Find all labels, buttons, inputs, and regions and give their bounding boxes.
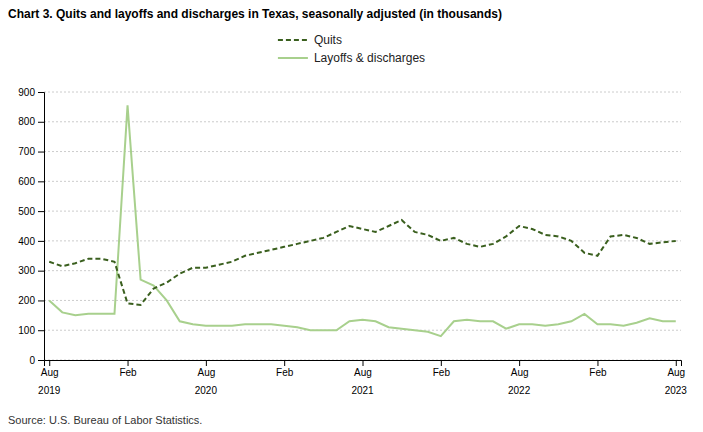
x-tick-mark xyxy=(676,360,677,366)
y-axis: 0 100 200 300 400 500 600 700 800 900 xyxy=(18,87,44,366)
x-year-label: 2019 xyxy=(38,385,61,396)
y-tick-label: 0 xyxy=(29,355,35,366)
series-line xyxy=(49,220,676,305)
y-tick-label: 900 xyxy=(18,87,35,98)
grid-line xyxy=(44,300,681,301)
y-tick-label: 600 xyxy=(18,176,35,187)
grid-line xyxy=(44,181,681,182)
legend-label: Quits xyxy=(314,33,342,47)
y-tick-mark xyxy=(38,300,44,301)
x-tick-label: Aug xyxy=(197,367,215,378)
y-tick-mark xyxy=(38,241,44,242)
y-tick-label: 800 xyxy=(18,116,35,127)
grid-line xyxy=(44,92,681,93)
y-tick: 200 xyxy=(18,295,44,306)
x-tick-mark xyxy=(441,360,442,366)
x-tick: Aug xyxy=(197,360,215,378)
grid-line xyxy=(44,330,681,331)
y-tick-mark xyxy=(38,92,44,93)
y-tick-label: 300 xyxy=(18,265,35,276)
grid-line xyxy=(44,121,681,122)
title: Chart 3. Quits and layoffs and discharge… xyxy=(8,7,502,21)
x-tick: Aug xyxy=(354,360,372,378)
y-tick: 700 xyxy=(18,146,44,157)
y-tick-mark xyxy=(38,152,44,153)
x-tick-label: Aug xyxy=(354,367,372,378)
y-tick-label: 400 xyxy=(18,236,35,247)
x-tick: Aug xyxy=(511,360,529,378)
x-axis: Aug Feb Aug Feb Aug Feb Aug Feb Aug xyxy=(41,360,685,378)
y-tick-label: 200 xyxy=(18,295,35,306)
x-year-label: 2023 xyxy=(665,385,688,396)
x-tick: Feb xyxy=(589,360,607,378)
x-year-label: 2022 xyxy=(508,385,531,396)
x-tick-mark xyxy=(363,360,364,366)
x-tick: Feb xyxy=(276,360,294,378)
legend: Quits Layoffs & discharges xyxy=(278,33,425,65)
x-tick-mark xyxy=(49,360,50,366)
x-tick: Aug xyxy=(41,360,59,378)
y-tick-mark xyxy=(38,211,44,212)
legend-label: Layoffs & discharges xyxy=(314,51,425,65)
x-tick-mark xyxy=(284,360,285,366)
x-tick-label: Feb xyxy=(276,367,294,378)
y-tick-mark xyxy=(38,360,44,361)
grid-line xyxy=(44,240,681,241)
legend-item: Quits xyxy=(278,33,342,47)
x-tick-label: Feb xyxy=(433,367,451,378)
x-year-label: 2021 xyxy=(351,385,374,396)
grid-line xyxy=(44,211,681,212)
x-year-labels: 2019 2020 2021 2022 2023 xyxy=(38,385,687,396)
y-tick-mark xyxy=(38,122,44,123)
series-line xyxy=(49,105,676,336)
x-tick-label: Aug xyxy=(667,367,685,378)
y-tick: 300 xyxy=(18,265,44,276)
y-tick-mark xyxy=(38,181,44,182)
x-tick-mark xyxy=(206,360,207,366)
legend-item: Layoffs & discharges xyxy=(278,51,425,65)
x-tick-label: Aug xyxy=(41,367,59,378)
y-tick-label: 100 xyxy=(18,325,35,336)
y-tick: 500 xyxy=(18,206,44,217)
x-tick: Feb xyxy=(433,360,451,378)
y-tick: 600 xyxy=(18,176,44,187)
legend-swatch xyxy=(278,39,308,41)
y-tick-label: 700 xyxy=(18,146,35,157)
y-tick: 400 xyxy=(18,236,44,247)
x-tick: Aug xyxy=(667,360,685,378)
grid-line xyxy=(44,151,681,152)
x-year-label: 2020 xyxy=(195,385,218,396)
plot: 0 100 200 300 400 500 600 700 800 900 Aug Feb Aug Feb… xyxy=(18,87,687,396)
x-tick-label: Aug xyxy=(511,367,529,378)
x-axis-line xyxy=(45,361,682,367)
series-lines xyxy=(49,105,676,336)
x-tick-label: Feb xyxy=(119,367,137,378)
x-tick-mark xyxy=(128,360,129,366)
x-tick-label: Feb xyxy=(589,367,607,378)
y-tick: 0 xyxy=(29,355,44,366)
y-tick: 800 xyxy=(18,116,44,127)
grid xyxy=(44,92,681,360)
x-tick-mark xyxy=(597,360,598,366)
y-tick: 900 xyxy=(18,87,44,98)
chart: Chart 3. Quits and layoffs and discharge… xyxy=(0,0,703,432)
y-axis-line xyxy=(38,93,45,361)
annotation: Source: U.S. Bureau of Labor Statistics. xyxy=(8,414,202,426)
x-tick-mark xyxy=(519,360,520,366)
y-tick: 100 xyxy=(18,325,44,336)
y-tick-mark xyxy=(38,330,44,331)
legend-swatch xyxy=(278,57,308,59)
x-tick: Feb xyxy=(119,360,137,378)
y-tick-label: 500 xyxy=(18,206,35,217)
y-tick-mark xyxy=(38,271,44,272)
